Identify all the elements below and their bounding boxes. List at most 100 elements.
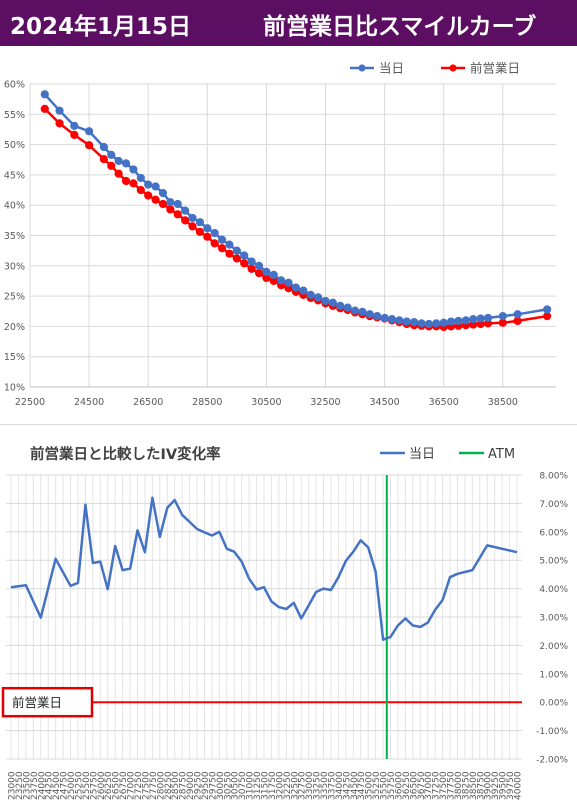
y-tick-label: 6.00% — [539, 528, 568, 538]
y-tick-label: 10% — [4, 383, 25, 394]
x-tick-label: 23500 — [22, 771, 32, 800]
x-tick-label: 32250 — [283, 771, 293, 800]
data-point — [166, 198, 175, 207]
x-tick-label: 29000 — [186, 771, 196, 800]
data-point — [188, 213, 197, 223]
data-point — [232, 246, 241, 255]
y-tick-label: 4.00% — [539, 585, 568, 595]
x-tick-label: 35000 — [365, 771, 375, 800]
x-tick-label: 37000 — [424, 771, 434, 800]
data-point — [365, 310, 374, 319]
header-date: 2024年1月15日 — [10, 14, 192, 40]
x-tick-label: 25000 — [67, 771, 77, 800]
header-bar: 2024年1月15日 前営業日比スマイルカーブ — [0, 0, 577, 46]
legend-label: 当日 — [379, 61, 404, 76]
x-tick-label: 39750 — [506, 771, 516, 800]
x-tick-label: 27750 — [149, 771, 159, 800]
data-point — [173, 199, 182, 209]
y-tick-label: 35% — [4, 231, 25, 242]
x-tick-label: 35750 — [387, 771, 397, 800]
y-tick-label: 2.00% — [539, 642, 568, 652]
y-tick-label: 40% — [4, 201, 25, 212]
y-tick-label: 0.00% — [539, 699, 568, 709]
data-point — [498, 318, 507, 327]
legend-label: ATM — [488, 447, 515, 462]
x-tick-label: 32500 — [290, 771, 300, 800]
data-point — [217, 244, 227, 253]
data-point — [181, 206, 190, 215]
data-point — [343, 303, 352, 312]
data-point — [543, 311, 552, 321]
x-tick-label: 29500 — [201, 771, 211, 800]
x-tick-label: 23000 — [8, 771, 18, 800]
data-point — [299, 286, 308, 295]
data-point — [306, 290, 315, 299]
x-tick-label: 33250 — [313, 771, 323, 800]
x-tick-label: 26250 — [104, 771, 114, 800]
y-tick-label: -2.00% — [536, 756, 568, 766]
data-point — [188, 222, 197, 231]
x-tick-label: 28750 — [179, 771, 189, 800]
x-tick-label: 36000 — [394, 771, 404, 800]
data-point — [99, 142, 108, 152]
data-point — [469, 315, 478, 324]
data-point — [217, 235, 227, 244]
data-point — [158, 188, 168, 198]
x-tick-label: 39000 — [484, 771, 494, 800]
x-tick-label: 31000 — [246, 771, 256, 800]
x-tick-label: 34000 — [335, 771, 345, 800]
y-tick-label: 30% — [4, 261, 25, 272]
legend-swatch-marker — [358, 64, 366, 72]
data-point — [40, 104, 49, 113]
x-tick-label: 35250 — [372, 771, 382, 800]
data-point — [291, 283, 301, 292]
x-tick-label: 35500 — [380, 771, 390, 800]
x-tick-label: 37750 — [447, 771, 457, 800]
x-tick-label: 37500 — [439, 771, 449, 800]
y-tick-label: 3.00% — [539, 614, 568, 624]
data-point — [70, 130, 79, 140]
x-tick-label: 25500 — [82, 771, 92, 800]
data-point — [321, 296, 330, 306]
data-point — [55, 119, 64, 128]
y-tick-label: 15% — [4, 352, 25, 363]
data-point — [114, 169, 123, 178]
data-point — [269, 270, 278, 279]
y-tick-label: 20% — [4, 322, 25, 333]
data-point — [417, 319, 426, 328]
x-tick-label: 33000 — [305, 771, 315, 800]
data-point — [424, 319, 434, 329]
data-point — [136, 173, 145, 183]
data-point — [210, 228, 219, 238]
x-tick-label: 26500 — [112, 771, 122, 800]
data-point — [136, 185, 145, 195]
data-point — [85, 141, 94, 150]
data-point — [373, 311, 382, 321]
y-tick-label: 5.00% — [539, 557, 568, 567]
data-point — [498, 311, 507, 321]
data-point — [483, 313, 493, 323]
x-tick-label: 36250 — [402, 771, 412, 800]
data-point — [85, 127, 94, 136]
data-point — [410, 318, 419, 327]
data-point — [247, 264, 256, 273]
data-point — [40, 90, 49, 99]
x-tick-label: 26750 — [119, 771, 129, 800]
x-tick-label: 27250 — [134, 771, 144, 800]
data-point — [387, 315, 397, 324]
data-point — [225, 249, 234, 258]
data-point — [358, 307, 367, 316]
y-tick-label: 25% — [4, 292, 25, 303]
x-tick-label: 30000 — [216, 771, 226, 800]
data-point — [446, 317, 456, 326]
x-tick-label: 34500 — [350, 771, 360, 800]
x-tick-label: 27500 — [141, 771, 151, 800]
iv-change-chart: 前営業日と比較したIV変化率23000232502350023750240002… — [1, 445, 568, 800]
legend-label: 前営業日 — [470, 61, 520, 76]
data-point — [328, 298, 337, 307]
data-point — [203, 232, 212, 241]
data-point — [350, 306, 360, 315]
x-tick-label: 26000 — [97, 771, 107, 800]
y-tick-label: 55% — [4, 110, 25, 121]
legend-swatch-marker — [449, 64, 457, 72]
